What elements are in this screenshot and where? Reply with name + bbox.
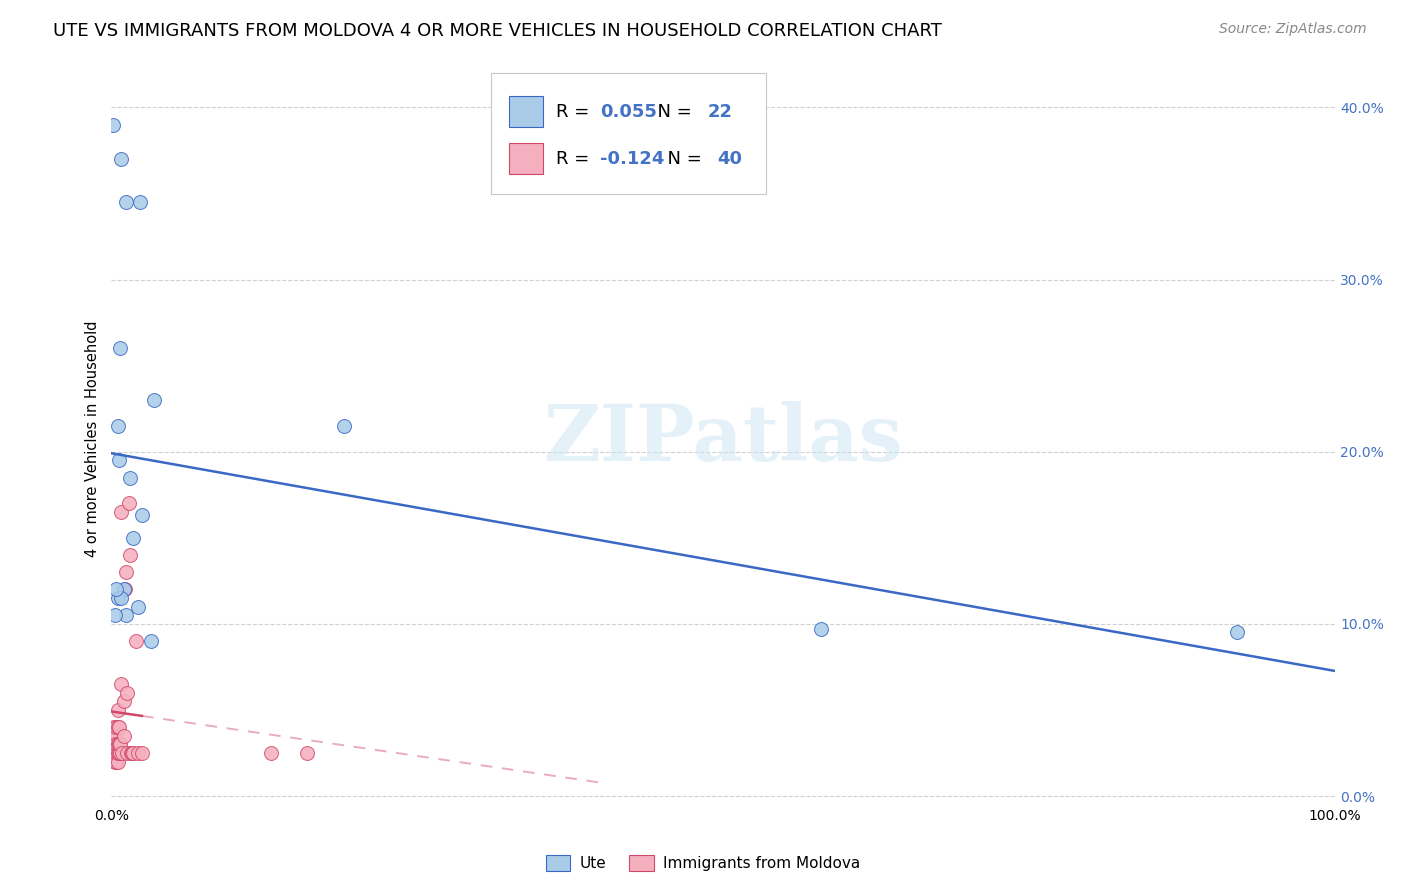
- Point: [112, 582, 135, 597]
- FancyBboxPatch shape: [491, 73, 766, 194]
- Point: [107, 703, 129, 717]
- Point: [115, 565, 138, 579]
- Text: -0.124: -0.124: [600, 150, 664, 168]
- Point: [107, 418, 129, 433]
- Point: [104, 608, 127, 623]
- Text: 0.055: 0.055: [600, 103, 657, 120]
- Point: [333, 418, 356, 433]
- Point: [125, 634, 148, 648]
- Point: [105, 755, 128, 769]
- Point: [105, 746, 128, 760]
- Point: [128, 195, 150, 210]
- Point: [107, 746, 129, 760]
- Point: [117, 496, 139, 510]
- Point: [122, 531, 145, 545]
- Point: [131, 746, 153, 760]
- Point: [105, 737, 128, 751]
- Point: [117, 746, 139, 760]
- Point: [101, 118, 124, 132]
- Point: [115, 608, 138, 623]
- Point: [110, 591, 132, 605]
- Point: [121, 746, 143, 760]
- Point: [117, 686, 139, 700]
- Point: [118, 470, 141, 484]
- Point: [131, 508, 153, 523]
- Point: [105, 720, 128, 734]
- Point: [110, 152, 132, 166]
- Point: [112, 729, 135, 743]
- Point: [139, 634, 162, 648]
- Point: [103, 737, 125, 751]
- Point: [108, 737, 131, 751]
- Text: R =: R =: [555, 150, 595, 168]
- Point: [112, 694, 135, 708]
- Point: [107, 720, 129, 734]
- Point: [103, 720, 125, 734]
- Point: [107, 755, 129, 769]
- Point: [108, 342, 131, 356]
- Point: [107, 737, 129, 751]
- Point: [104, 729, 127, 743]
- Text: 40: 40: [717, 150, 742, 168]
- Text: N =: N =: [647, 103, 697, 120]
- Bar: [509, 144, 544, 174]
- Text: Source: ZipAtlas.com: Source: ZipAtlas.com: [1219, 22, 1367, 37]
- Bar: [509, 96, 544, 128]
- Point: [122, 746, 145, 760]
- Point: [111, 746, 134, 760]
- Point: [110, 505, 132, 519]
- Point: [107, 591, 129, 605]
- Point: [114, 582, 136, 597]
- Point: [104, 746, 127, 760]
- Text: ZIPatlas: ZIPatlas: [544, 401, 903, 477]
- Point: [810, 622, 832, 636]
- Point: [1226, 625, 1249, 640]
- Point: [110, 677, 132, 691]
- Point: [107, 720, 129, 734]
- Point: [127, 599, 149, 614]
- Point: [127, 746, 149, 760]
- Point: [105, 582, 128, 597]
- Text: R =: R =: [555, 103, 595, 120]
- Point: [118, 548, 141, 562]
- Text: UTE VS IMMIGRANTS FROM MOLDOVA 4 OR MORE VEHICLES IN HOUSEHOLD CORRELATION CHART: UTE VS IMMIGRANTS FROM MOLDOVA 4 OR MORE…: [53, 22, 942, 40]
- Point: [107, 453, 129, 467]
- Point: [104, 737, 127, 751]
- Point: [103, 729, 125, 743]
- Text: 22: 22: [707, 103, 733, 120]
- Point: [143, 393, 166, 408]
- Point: [108, 746, 131, 760]
- Legend: Ute, Immigrants from Moldova: Ute, Immigrants from Moldova: [540, 849, 866, 877]
- Point: [297, 746, 319, 760]
- Point: [107, 737, 129, 751]
- Text: N =: N =: [657, 150, 707, 168]
- Y-axis label: 4 or more Vehicles in Household: 4 or more Vehicles in Household: [86, 320, 100, 557]
- Point: [104, 755, 127, 769]
- Point: [120, 746, 142, 760]
- Point: [259, 746, 281, 760]
- Point: [115, 195, 138, 210]
- Point: [107, 746, 129, 760]
